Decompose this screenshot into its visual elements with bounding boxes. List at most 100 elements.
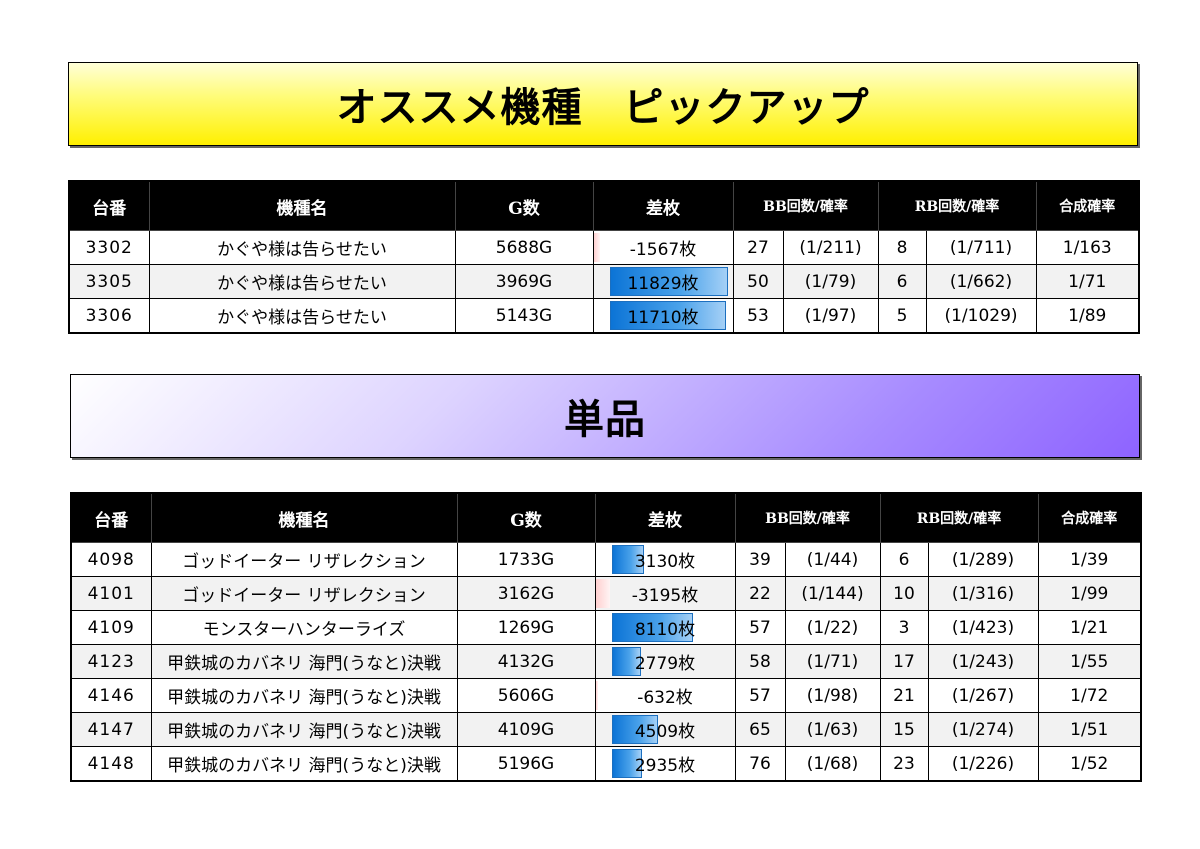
combined-rate: 1/52 xyxy=(1037,746,1142,782)
rb-count: 21 xyxy=(879,678,929,713)
machine-number: 3302 xyxy=(68,230,150,265)
machine-number: 4123 xyxy=(70,644,152,679)
header-combined: 合成確率 xyxy=(1037,492,1142,543)
bb-rate: (1/63) xyxy=(784,712,881,747)
machine-name: かぐや様は告らせたい xyxy=(148,230,456,265)
table-row: 4147 甲鉄城のカバネリ 海門(うなと)決戦 4109G 4509枚 65 (1/63)… xyxy=(70,712,1142,747)
bb-rate: (1/97) xyxy=(782,298,879,334)
machine-number: 4109 xyxy=(70,610,152,645)
table-row: 4146 甲鉄城のカバネリ 海門(うなと)決戦 5606G -632枚 57 (1/98)… xyxy=(70,678,1142,713)
single-header-row: 台番 機種名 G数 差枚 BB回数/確率 RB回数/確率 合成確率 xyxy=(70,492,1142,543)
machine-number: 3305 xyxy=(68,264,150,299)
header-bb: BB回数/確率 xyxy=(734,492,881,543)
bb-rate: (1/79) xyxy=(782,264,879,299)
coin-difference: 2935枚 xyxy=(594,746,736,782)
machine-name: モンスターハンターライズ xyxy=(150,610,458,645)
bb-count: 57 xyxy=(734,678,786,713)
bb-rate: (1/22) xyxy=(784,610,881,645)
game-count: 4132G xyxy=(456,644,596,679)
game-count: 5688G xyxy=(454,230,594,265)
single-banner-title: 単品 xyxy=(564,397,646,443)
positive-diff-bar xyxy=(611,715,658,744)
bb-count: 50 xyxy=(732,264,784,299)
header-combined: 合成確率 xyxy=(1035,180,1140,231)
coin-difference: 2779枚 xyxy=(594,644,736,679)
bb-count: 39 xyxy=(734,542,786,577)
bb-rate: (1/144) xyxy=(784,576,881,611)
game-count: 1269G xyxy=(456,610,596,645)
bb-count: 22 xyxy=(734,576,786,611)
machine-name: かぐや様は告らせたい xyxy=(148,298,456,334)
combined-rate: 1/51 xyxy=(1037,712,1142,747)
pickup-banner: オススメ機種 ピックアップ xyxy=(68,62,1138,146)
header-num: 台番 xyxy=(70,492,152,543)
game-count: 3969G xyxy=(454,264,594,299)
header-num: 台番 xyxy=(68,180,150,231)
coin-difference: -632枚 xyxy=(594,678,736,713)
coin-difference-text: 4509枚 xyxy=(634,722,696,742)
combined-rate: 1/55 xyxy=(1037,644,1142,679)
machine-number: 4148 xyxy=(70,746,152,782)
rb-count: 17 xyxy=(879,644,929,679)
coin-difference: -3195枚 xyxy=(594,576,736,611)
table-row: 4123 甲鉄城のカバネリ 海門(うなと)決戦 4132G 2779枚 58 (1/71)… xyxy=(70,644,1142,679)
bb-count: 65 xyxy=(734,712,786,747)
bb-count: 76 xyxy=(734,746,786,782)
combined-rate: 1/39 xyxy=(1037,542,1142,577)
machine-number: 4146 xyxy=(70,678,152,713)
bb-rate: (1/98) xyxy=(784,678,881,713)
table-row: 3302 かぐや様は告らせたい 5688G -1567枚 27 (1/211) 8 (1/71… xyxy=(68,230,1140,265)
table-row: 4098 ゴッドイーター リザレクション 1733G 3130枚 39 (1/44) 6 (1… xyxy=(70,542,1142,577)
coin-difference-text: -632枚 xyxy=(637,688,693,708)
rb-count: 15 xyxy=(879,712,929,747)
negative-diff-bar xyxy=(594,233,601,262)
coin-difference-text: 11710枚 xyxy=(627,308,699,328)
coin-difference-text: 3130枚 xyxy=(634,552,696,572)
machine-name: 甲鉄城のカバネリ 海門(うなと)決戦 xyxy=(150,644,458,679)
coin-difference-text: 8110枚 xyxy=(634,620,696,640)
rb-rate: (1/711) xyxy=(925,230,1037,265)
combined-rate: 1/71 xyxy=(1035,264,1140,299)
positive-diff-bar xyxy=(611,613,694,642)
table-row: 4109 モンスターハンターライズ 1269G 8110枚 57 (1/22) 3 (1/42… xyxy=(70,610,1142,645)
pickup-header-row: 台番 機種名 G数 差枚 BB回数/確率 RB回数/確率 合成確率 xyxy=(68,180,1140,231)
rb-count: 23 xyxy=(879,746,929,782)
coin-difference-text: 2935枚 xyxy=(634,756,696,776)
bb-rate: (1/211) xyxy=(782,230,879,265)
rb-rate: (1/423) xyxy=(927,610,1039,645)
negative-diff-bar xyxy=(596,681,599,710)
positive-diff-bar xyxy=(609,301,727,330)
game-count: 5143G xyxy=(454,298,594,334)
combined-rate: 1/89 xyxy=(1035,298,1140,334)
rb-rate: (1/289) xyxy=(927,542,1039,577)
machine-name: ゴッドイーター リザレクション xyxy=(150,542,458,577)
single-table: 台番 機種名 G数 差枚 BB回数/確率 RB回数/確率 合成確率 4098 ゴッ… xyxy=(70,492,1142,782)
pickup-table: 台番 機種名 G数 差枚 BB回数/確率 RB回数/確率 合成確率 3302 かぐ… xyxy=(68,180,1140,334)
bb-rate: (1/68) xyxy=(784,746,881,782)
rb-count: 3 xyxy=(879,610,929,645)
bb-rate: (1/44) xyxy=(784,542,881,577)
header-rb: RB回数/確率 xyxy=(877,180,1037,231)
header-bb: BB回数/確率 xyxy=(732,180,879,231)
coin-difference: 3130枚 xyxy=(594,542,736,577)
rb-rate: (1/274) xyxy=(927,712,1039,747)
machine-name: 甲鉄城のカバネリ 海門(うなと)決戦 xyxy=(150,678,458,713)
game-count: 3162G xyxy=(456,576,596,611)
coin-difference-text: -1567枚 xyxy=(629,240,697,260)
rb-rate: (1/243) xyxy=(927,644,1039,679)
rb-rate: (1/316) xyxy=(927,576,1039,611)
rb-count: 6 xyxy=(879,542,929,577)
bb-count: 58 xyxy=(734,644,786,679)
combined-rate: 1/163 xyxy=(1035,230,1140,265)
rb-rate: (1/662) xyxy=(925,264,1037,299)
table-row: 3306 かぐや様は告らせたい 5143G 11710枚 53 (1/97) 5 (1/102… xyxy=(68,298,1140,334)
header-games: G数 xyxy=(456,492,596,543)
game-count: 5196G xyxy=(456,746,596,782)
game-count: 5606G xyxy=(456,678,596,713)
combined-rate: 1/72 xyxy=(1037,678,1142,713)
game-count: 1733G xyxy=(456,542,596,577)
game-count: 4109G xyxy=(456,712,596,747)
rb-count: 6 xyxy=(877,264,927,299)
header-rb: RB回数/確率 xyxy=(879,492,1039,543)
coin-difference: 8110枚 xyxy=(594,610,736,645)
